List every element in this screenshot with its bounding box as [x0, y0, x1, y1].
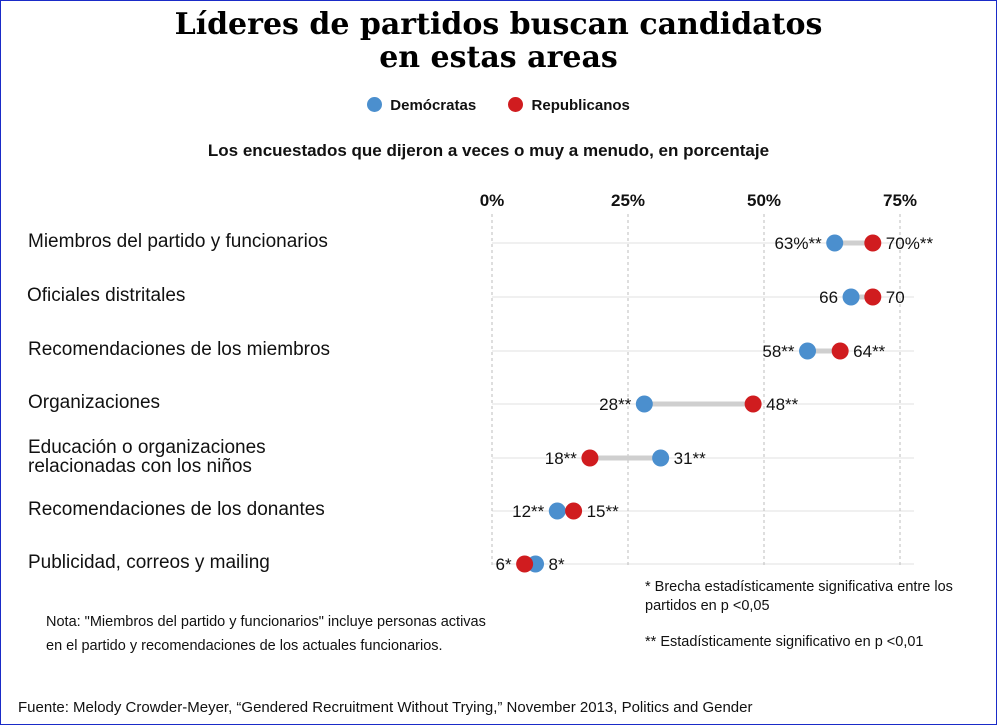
point-democratas	[826, 234, 844, 252]
footnotes: * Brecha estadísticamente significativa …	[645, 578, 985, 652]
note: Nota: "Miembros del partido y funcionari…	[46, 610, 486, 658]
legend-item-republicanos: Republicanos	[508, 96, 630, 114]
legend-label-democratas: Demócratas	[390, 96, 477, 114]
value-label-left: 18**	[545, 449, 578, 468]
x-tick-label: 75%	[883, 191, 917, 210]
legend-label-republicanos: Republicanos	[531, 96, 630, 114]
legend: Demócratas Republicanos	[0, 96, 997, 114]
category-label-line: Organizaciones	[28, 391, 161, 413]
title-line-2: en estas areas	[379, 40, 618, 75]
point-republicanos	[864, 234, 882, 252]
point-republicanos	[516, 555, 534, 573]
category-label-line: Recomendaciones de los miembros	[28, 338, 331, 360]
point-democratas	[635, 395, 653, 413]
point-republicanos	[864, 288, 882, 306]
value-label-left: 66	[819, 288, 838, 307]
value-label-left: 12**	[512, 502, 545, 521]
category-label-line: Recomendaciones de los donantes	[28, 498, 325, 520]
value-label-right: 31**	[674, 449, 707, 468]
point-democratas	[842, 288, 860, 306]
value-label-right: 8*	[549, 555, 565, 574]
x-tick-label: 25%	[611, 191, 645, 210]
x-tick-label: 0%	[480, 191, 505, 210]
legend-item-democratas: Demócratas	[367, 96, 477, 114]
source: Fuente: Melody Crowder-Meyer, “Gendered …	[18, 699, 753, 716]
point-democratas	[799, 342, 817, 360]
point-democratas	[652, 449, 670, 467]
chart-subtitle: Los encuestados que dijeron a veces o mu…	[207, 141, 770, 160]
category-label: Recomendaciones de los donantes	[28, 500, 325, 519]
category-label: Organizaciones	[28, 393, 160, 412]
note-line-1: Nota: "Miembros del partido y funcionari…	[46, 614, 486, 630]
title-line-1: Líderes de partidos buscan candidatos	[174, 7, 823, 42]
legend-dot-democratas	[367, 96, 383, 112]
category-label: Educación o organizaciones relacionadas c…	[28, 438, 266, 476]
value-label-left: 63%**	[774, 234, 822, 253]
footnote-single-star: * Brecha estadísticamente significativa …	[645, 579, 953, 614]
point-republicanos	[831, 342, 849, 360]
category-label-line: Oficiales distritales	[27, 284, 186, 306]
point-republicanos	[565, 502, 583, 520]
chart-title: Líderes de partidos buscan candidatos en…	[0, 8, 997, 74]
value-label-right: 64**	[853, 342, 886, 361]
category-label-line: relacionadas con los niños	[28, 456, 252, 477]
value-label-left: 28**	[599, 395, 632, 414]
category-label-line: Educación o organizaciones	[28, 437, 266, 458]
category-label-line: Miembros del partido y funcionarios	[28, 230, 328, 252]
value-label-right: 70%**	[886, 234, 934, 253]
x-tick-label: 50%	[747, 191, 781, 210]
footnote-double-star: ** Estadísticamente significativo en p <…	[645, 634, 924, 650]
category-label: Publicidad, correos y mailing	[28, 553, 270, 572]
point-democratas	[548, 502, 566, 520]
note-line-2: en el partido y recomendaciones de los a…	[46, 638, 443, 654]
value-label-left: 58**	[762, 342, 795, 361]
point-republicanos	[581, 449, 599, 467]
category-label-line: Publicidad, correos y mailing	[28, 551, 270, 573]
category-label: Miembros del partido y funcionarios	[28, 232, 328, 251]
value-label-right: 70	[886, 288, 905, 307]
category-label: Oficiales distritales	[27, 286, 185, 305]
value-label-left: 6*	[496, 555, 512, 574]
category-label: Recomendaciones de los miembros	[28, 340, 330, 359]
value-label-right: 48**	[766, 395, 799, 414]
legend-dot-republicanos	[508, 96, 524, 112]
point-republicanos	[744, 395, 762, 413]
value-label-right: 15**	[587, 502, 620, 521]
